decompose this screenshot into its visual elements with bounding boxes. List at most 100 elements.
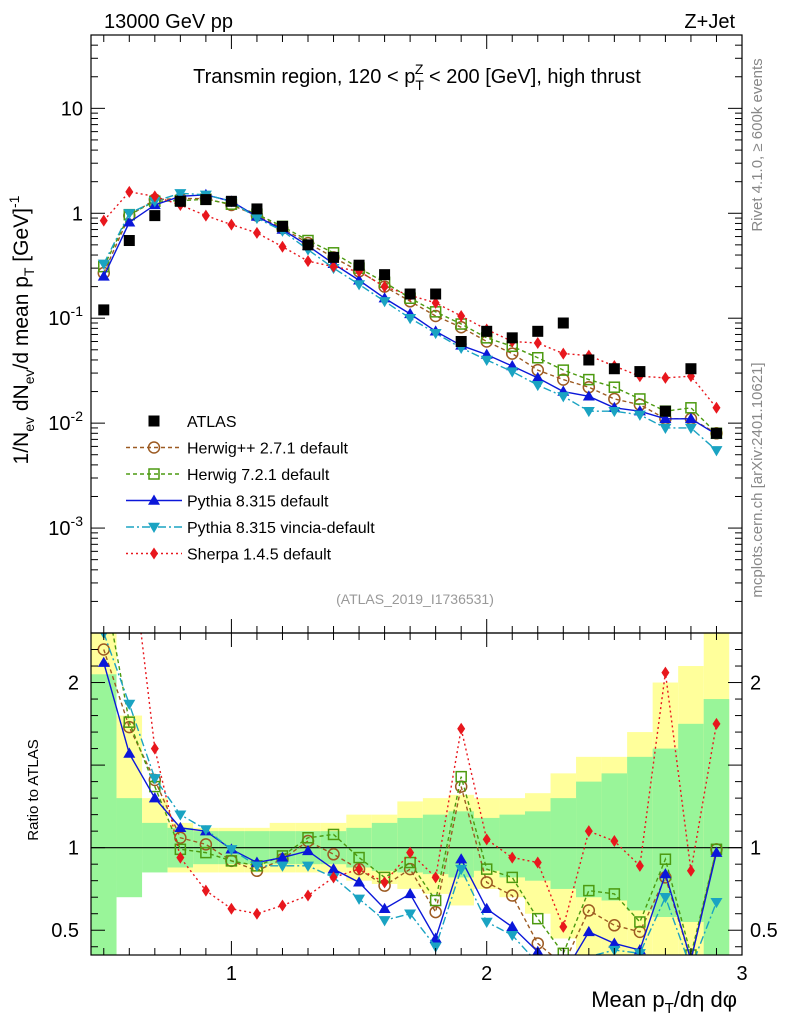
series-point bbox=[278, 240, 287, 253]
ratio-point bbox=[508, 851, 517, 864]
data-point bbox=[174, 195, 186, 207]
series-point bbox=[227, 218, 236, 231]
data-point bbox=[634, 366, 646, 378]
ratio-point bbox=[608, 919, 621, 932]
x-tick-label: 2 bbox=[481, 963, 492, 985]
ratio-point bbox=[353, 876, 366, 887]
ratio-point bbox=[276, 861, 289, 872]
series-point bbox=[633, 410, 646, 421]
data-point bbox=[455, 335, 467, 347]
data-point bbox=[608, 363, 620, 375]
ratio-point bbox=[457, 722, 466, 735]
ratio-point bbox=[659, 893, 672, 904]
series-point bbox=[431, 296, 440, 309]
ratio-point bbox=[225, 855, 238, 867]
green-band-bin bbox=[371, 822, 398, 871]
ratio-point bbox=[329, 871, 338, 884]
series-point bbox=[557, 364, 570, 376]
series-point bbox=[123, 209, 136, 220]
series-point bbox=[404, 314, 417, 325]
ratio-point bbox=[431, 871, 440, 884]
ratio-point bbox=[302, 832, 314, 844]
ratio-point bbox=[353, 894, 366, 905]
ratio-point bbox=[302, 844, 314, 856]
ratio-point bbox=[199, 825, 212, 836]
series-point bbox=[329, 260, 338, 273]
ratio-point bbox=[174, 810, 187, 821]
ratio-point bbox=[455, 853, 468, 864]
ratio-point bbox=[506, 920, 519, 932]
rivet-label: Rivet 4.1.0, ≥ 600k events bbox=[749, 58, 766, 231]
series-point bbox=[583, 373, 595, 386]
y-tick-label: 10-2 bbox=[48, 408, 83, 435]
data-point bbox=[583, 354, 595, 366]
y-axis-label: 1/Nev dNev/d mean pT [GeV]-1 bbox=[6, 195, 37, 464]
data-point bbox=[557, 317, 569, 329]
green-band-bin bbox=[550, 798, 577, 889]
ratio-point bbox=[533, 856, 542, 869]
ratio-point bbox=[150, 742, 159, 755]
mcplots-label: mcplots.cern.ch [arXiv:2401.10621] bbox=[749, 362, 766, 597]
legend-label: Pythia 8.315 default bbox=[187, 494, 329, 511]
ratio-frame bbox=[90, 632, 743, 956]
green-band-bin bbox=[422, 814, 449, 875]
data-point bbox=[659, 405, 671, 417]
data-point bbox=[532, 325, 544, 337]
ratio-point bbox=[455, 864, 468, 876]
series-point bbox=[684, 423, 697, 434]
ratio-point bbox=[710, 897, 723, 909]
ratio-point bbox=[710, 846, 723, 857]
ratio-point bbox=[659, 868, 672, 879]
legend-marker bbox=[150, 547, 158, 560]
ratio-point bbox=[532, 912, 544, 925]
series-point bbox=[559, 347, 568, 360]
data-point bbox=[404, 288, 416, 300]
x-tick-label: 3 bbox=[736, 963, 747, 985]
series-point bbox=[661, 371, 670, 384]
series-point bbox=[150, 190, 159, 203]
ratio-point bbox=[505, 889, 519, 902]
legend-label: Pythia 8.315 vincia-default bbox=[187, 520, 375, 537]
ratio-y-tick-label: 0.5 bbox=[51, 920, 79, 942]
green-band-bin bbox=[703, 699, 730, 955]
series-point bbox=[608, 406, 621, 418]
ratio-point bbox=[582, 925, 595, 937]
ratio-y-tick-label-right: 1 bbox=[750, 838, 761, 860]
ratio-point bbox=[378, 902, 391, 913]
series-point bbox=[252, 226, 261, 239]
ratio-point bbox=[278, 899, 287, 912]
ratio-point bbox=[227, 902, 236, 915]
series-point bbox=[125, 185, 134, 198]
data-point bbox=[481, 325, 493, 337]
ratio-point bbox=[712, 717, 721, 730]
ratio-y-tick-label-right: 2 bbox=[750, 673, 761, 695]
ratio-point bbox=[686, 864, 695, 877]
series-point bbox=[557, 392, 570, 403]
series-point bbox=[582, 390, 595, 401]
data-point bbox=[430, 288, 442, 300]
data-point bbox=[200, 194, 212, 206]
series-point bbox=[97, 270, 110, 281]
ratio-point bbox=[123, 747, 136, 758]
green-band-bin bbox=[627, 756, 653, 911]
series-point bbox=[380, 280, 389, 293]
ratio-point bbox=[404, 887, 417, 899]
ratio-point bbox=[403, 862, 417, 876]
legend: ATLAS Herwig++ 2.7.1 default Herwig 7.2.1 … bbox=[126, 414, 375, 564]
x-tick-label: 1 bbox=[226, 963, 237, 985]
main-plot bbox=[97, 185, 723, 457]
data-point bbox=[710, 427, 722, 439]
series-point bbox=[97, 259, 110, 270]
ratio-point bbox=[304, 889, 312, 902]
ratio-point bbox=[429, 894, 442, 907]
series-point bbox=[174, 189, 187, 200]
legend-marker bbox=[148, 415, 160, 427]
series-point bbox=[304, 255, 312, 268]
ratio-plot bbox=[91, 633, 742, 955]
ratio-point bbox=[455, 770, 467, 783]
ratio-point bbox=[404, 909, 417, 920]
series-point bbox=[505, 347, 519, 360]
ratio-line bbox=[112, 633, 718, 955]
data-point bbox=[353, 259, 365, 271]
ratio-point bbox=[610, 835, 619, 848]
